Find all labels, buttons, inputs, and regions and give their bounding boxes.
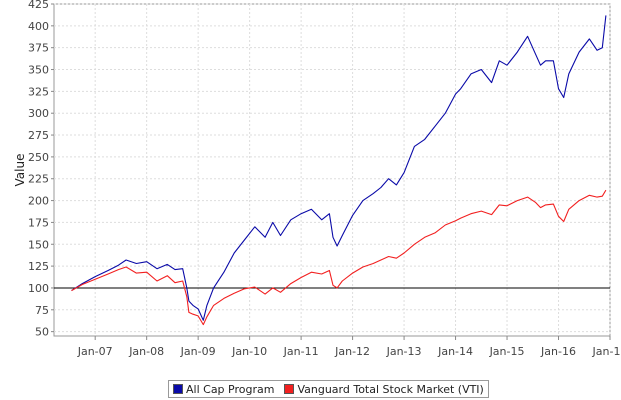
y-tick-label: 175 xyxy=(28,216,49,229)
y-tick-label: 250 xyxy=(28,151,49,164)
legend-item-series-1[interactable]: All Cap Program xyxy=(173,383,274,396)
legend-swatch-series-2 xyxy=(284,384,295,394)
y-tick-label: 425 xyxy=(28,0,49,11)
y-tick-label: 225 xyxy=(28,173,49,186)
y-tick-label: 200 xyxy=(28,195,49,208)
x-tick-label: Jan-16 xyxy=(540,345,576,358)
x-tick-label: Jan-17 xyxy=(592,345,621,358)
y-tick-label: 350 xyxy=(28,64,49,77)
y-tick-label: 275 xyxy=(28,129,49,142)
series-layer xyxy=(71,15,607,326)
x-tick-label: Jan-09 xyxy=(180,345,216,358)
y-tick-label: 375 xyxy=(28,42,49,55)
y-tick-label: 150 xyxy=(28,238,49,251)
legend-item-series-2[interactable]: Vanguard Total Stock Market (VTI) xyxy=(284,382,484,396)
legend: All Cap Program Vanguard Total Stock Mar… xyxy=(168,380,489,398)
y-tick-label: 300 xyxy=(28,107,49,120)
series-line-2 xyxy=(71,189,607,326)
y-tick-label: 50 xyxy=(35,326,49,339)
x-tick-label: Jan-08 xyxy=(128,345,164,358)
grid-layer xyxy=(54,3,611,336)
x-tick-label: Jan-13 xyxy=(386,345,422,358)
x-tick-label: Jan-12 xyxy=(334,345,370,358)
y-axis-title: Value xyxy=(13,154,27,187)
y-tick-label: 125 xyxy=(28,260,49,273)
legend-label-series-1: All Cap Program xyxy=(186,382,275,396)
y-tick-label: 325 xyxy=(28,85,49,98)
series-line-1 xyxy=(71,15,607,321)
y-tick-label: 100 xyxy=(28,282,49,295)
x-tick-label: Jan-07 xyxy=(77,345,113,358)
tick-layer: 50 75 100 125 150 175 200 225 250 275 300 325 350 375… xyxy=(28,0,621,358)
x-tick-label: Jan-14 xyxy=(437,345,473,358)
y-tick-label: 400 xyxy=(28,20,49,33)
plot-area xyxy=(53,3,611,337)
legend-label-series-2: Vanguard Total Stock Market (VTI) xyxy=(297,382,484,396)
x-tick-label: Jan-11 xyxy=(283,345,319,358)
x-tick-label: Jan-15 xyxy=(489,345,525,358)
legend-swatch-series-1 xyxy=(173,384,183,394)
x-tick-label: Jan-10 xyxy=(231,345,267,358)
y-tick-label: 75 xyxy=(35,304,49,317)
